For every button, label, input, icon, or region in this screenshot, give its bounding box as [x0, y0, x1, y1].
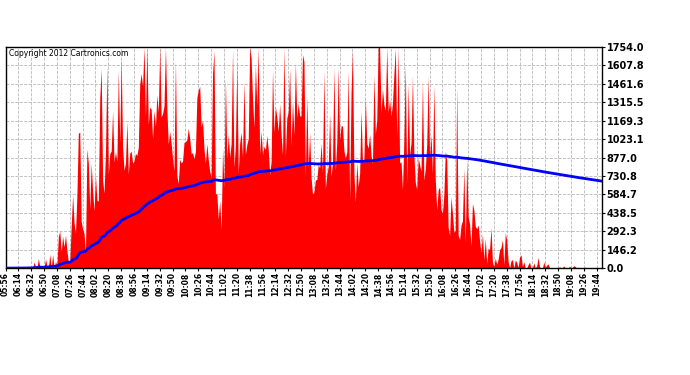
Text: West Array Actual Power (red) & Running Average Power (Watts blue)  Wed May 2 19: West Array Actual Power (red) & Running …	[33, 14, 657, 27]
Text: Copyright 2012 Cartronics.com: Copyright 2012 Cartronics.com	[8, 49, 128, 58]
